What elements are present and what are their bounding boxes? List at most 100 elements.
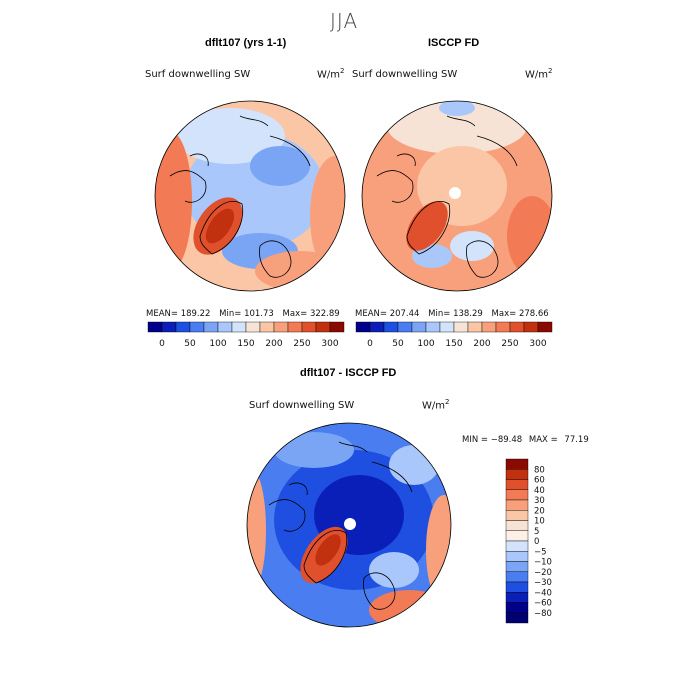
panel2-stats: MEAN= 207.44 Min= 138.29 Max= 278.66 — [355, 309, 549, 319]
panel3-colorbar-tick: −20 — [534, 568, 552, 578]
panel3-colorbar-tick: −40 — [534, 588, 552, 598]
panel1-min-value: 101.73 — [244, 309, 274, 319]
panel3-colorbar-swatch — [505, 510, 529, 521]
panel2-colorbar-tick: 300 — [529, 339, 546, 349]
panel3-colorbar-tick: 10 — [534, 517, 545, 527]
panel1-mean-value: 189.22 — [180, 309, 211, 319]
panel1-max-value: 322.89 — [309, 309, 340, 319]
panel3-colorbar-tick: 0 — [534, 537, 539, 547]
panel1-colorbar-tick: 100 — [209, 339, 226, 349]
panel3-colorbar-tick: 40 — [534, 486, 545, 496]
panel3-coastline-canada — [268, 482, 308, 532]
panel1-colorbar-swatch — [203, 321, 219, 333]
figure-title: JJA — [330, 9, 359, 33]
panel1-colorbar-swatch — [217, 321, 233, 333]
panel1-units: W/m2 — [317, 67, 344, 80]
panel1-coastline-europe — [259, 240, 292, 278]
panel2-field-greenland — [406, 201, 448, 251]
panel3-stats: MIN = −89.48 MAX = 77.19 — [462, 435, 589, 445]
panel2-coastline-siberia — [446, 115, 518, 167]
panel3-colorbar-swatch — [505, 530, 529, 542]
panel1-mean-label: MEAN= — [146, 309, 178, 319]
panel1-colorbar-swatch — [301, 321, 317, 333]
panel2-max-value: 278.66 — [518, 309, 549, 319]
panel2-colorbar-swatch — [495, 321, 511, 333]
panel2-colorbar-swatch — [467, 321, 483, 333]
panel3-max-value: 77.19 — [564, 435, 589, 445]
panel2-colorbar-swatch — [355, 321, 371, 333]
panel2-units-exp: 2 — [548, 67, 553, 75]
panel1-field-south-orange — [255, 251, 345, 291]
panel2-map — [361, 100, 553, 292]
panel2-units-base: W/m — [525, 69, 548, 81]
panel1-colorbar-tick: 0 — [159, 339, 165, 349]
panel2-field-blue-south — [412, 244, 452, 268]
panel3-field-west-red — [247, 470, 266, 590]
panel2-variable: Surf downwelling SW — [352, 69, 458, 80]
panel2-colorbar-tick: 0 — [367, 339, 373, 349]
panel3-colorbar-swatch — [505, 602, 529, 613]
panel1-colorbar-swatch — [147, 321, 163, 333]
panel3-colorbar-swatch — [505, 592, 529, 603]
panel2-min-value: 138.29 — [453, 309, 483, 319]
panel3-field-mid-light — [369, 552, 419, 588]
panel2-coastline-greenland — [406, 200, 451, 255]
panel2-title: ISCCP FD — [428, 37, 480, 49]
panel2-colorbar-swatch — [453, 321, 469, 333]
panel2-colorbar: 050100150200250300350 — [355, 321, 553, 349]
panel3-pole-hole — [344, 518, 356, 530]
panel3-colorbar-tick: −60 — [534, 599, 552, 609]
panel1-colorbar-swatch — [329, 321, 345, 333]
panel1-coastline-greenland — [199, 200, 244, 255]
panel1-colorbar-tick: 250 — [293, 339, 310, 349]
panel3-colorbar-tick: 80 — [534, 465, 545, 475]
panel3-colorbar-swatch — [505, 612, 529, 624]
panel3-coastline-greenland — [303, 529, 348, 584]
panel2-colorbar-tick: 100 — [417, 339, 434, 349]
panel2-max-label: Max= — [491, 309, 517, 319]
panel2-colorbar-swatch — [481, 321, 497, 333]
panel2-colorbar-tick: 200 — [473, 339, 490, 349]
panel2-colorbar-swatch — [369, 321, 385, 333]
panel3-colorbar-swatch — [505, 469, 529, 480]
panel1-min-label: Min= — [219, 309, 242, 319]
panel2-mean-value: 207.44 — [389, 309, 420, 319]
panel3-field-light-n — [274, 432, 354, 468]
panel1-colorbar-tick: 200 — [265, 339, 282, 349]
panel2-field-light-n — [387, 101, 527, 154]
panel3-coastline-europe — [363, 572, 396, 610]
panel1-colorbar-swatch — [161, 321, 177, 333]
panel3-colorbar-tick: −10 — [534, 558, 552, 568]
panel2-field-east — [507, 196, 552, 276]
panel2-colorbar-swatch — [383, 321, 399, 333]
panel3-colorbar-tick: −5 — [534, 547, 547, 557]
panel3-colorbar-swatch — [505, 540, 529, 552]
panel3-field-east-red — [426, 495, 451, 605]
panel1-colorbar-tick: 50 — [184, 339, 196, 349]
panel2-field-blue-mid — [450, 231, 494, 261]
panel2-field-blue-top — [439, 101, 475, 116]
panel1-colorbar-swatch — [273, 321, 289, 333]
panel1-title: dflt107 (yrs 1-1) — [205, 37, 287, 49]
panel3-colorbar-swatch — [505, 458, 529, 470]
panel2-colorbar-swatch — [425, 321, 441, 333]
panel3-colorbar-swatch — [505, 479, 529, 490]
panel2-colorbar-tick: 150 — [445, 339, 462, 349]
panel1-colorbar-swatch — [175, 321, 191, 333]
panel2-coastline-canada — [376, 153, 416, 203]
panel1-map-border — [154, 100, 346, 292]
panel2-colorbar-tick: 50 — [392, 339, 404, 349]
panel1-max-label: Max= — [282, 309, 308, 319]
panel3-colorbar-swatch — [505, 571, 529, 583]
panel1-colorbar-swatch — [259, 321, 275, 333]
panel3-colorbar-tick: 30 — [534, 496, 545, 506]
panel1-field-greenland-core — [205, 208, 235, 244]
panel1-field-blue-patch — [250, 146, 310, 186]
panel3-units-base: W/m — [422, 400, 445, 412]
panel1-colorbar-tick: 300 — [321, 339, 338, 349]
panel3-map-border — [246, 422, 452, 628]
panel3-min-value: −89.48 — [490, 435, 523, 445]
panel2-min-label: Min= — [428, 309, 451, 319]
panel3-colorbar-tick: 20 — [534, 506, 545, 516]
